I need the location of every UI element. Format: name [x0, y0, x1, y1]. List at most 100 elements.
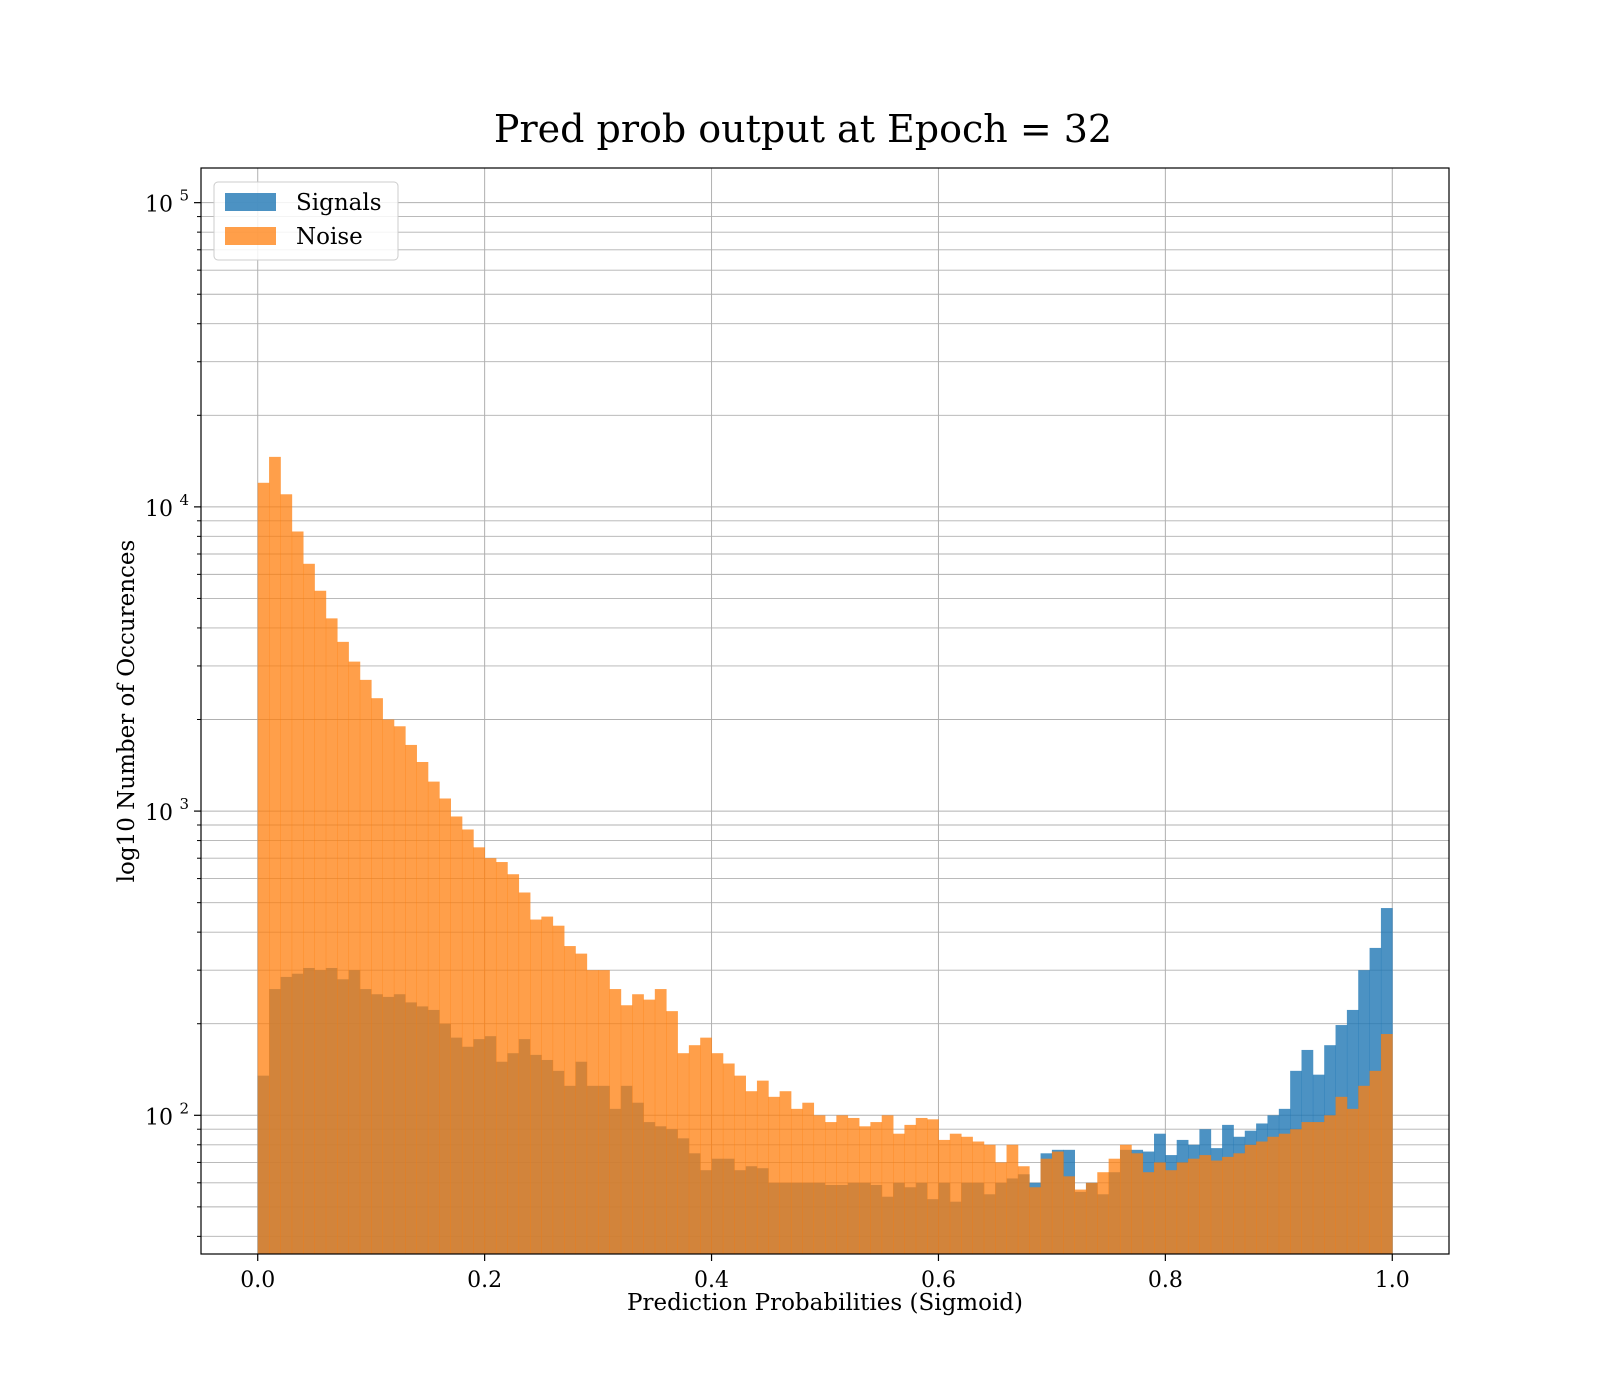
- bar-noise: [1301, 1122, 1314, 1254]
- bar-noise: [450, 816, 463, 1254]
- bar-noise: [1346, 1108, 1359, 1254]
- y-tick-label: 10: [145, 801, 173, 826]
- bar-noise: [1188, 1158, 1200, 1254]
- bar-noise: [632, 994, 644, 1254]
- y-tick-label: 10: [145, 497, 173, 522]
- bar-noise: [1358, 1085, 1370, 1254]
- bar-noise: [269, 456, 281, 1255]
- bar-noise: [745, 1091, 758, 1254]
- bar-noise: [1165, 1170, 1178, 1254]
- legend-swatch-signals: [225, 193, 276, 211]
- bar-noise: [1267, 1136, 1280, 1254]
- axes: 0.0 0.2 0.4 0.6 0.8 1.0 10 2 10 3 10 4 10 5: [145, 187, 1410, 1293]
- bar-noise: [291, 531, 304, 1254]
- bar-noise: [1176, 1162, 1189, 1254]
- bar-noise: [1142, 1172, 1155, 1254]
- bar-noise: [779, 1091, 792, 1254]
- bar-noise: [938, 1139, 951, 1254]
- bar-noise: [575, 953, 588, 1254]
- bar-noise: [484, 858, 497, 1254]
- y-tick-label-exponent: 3: [179, 795, 189, 813]
- bar-noise: [1017, 1166, 1030, 1254]
- bar-noise: [870, 1122, 883, 1254]
- bar-noise: [700, 1037, 712, 1254]
- bar-noise: [530, 919, 542, 1254]
- bar-noise: [280, 494, 293, 1255]
- bar-noise: [1029, 1187, 1041, 1254]
- bar-noise: [393, 726, 406, 1254]
- bar-noise: [552, 925, 565, 1254]
- bar-noise: [802, 1102, 815, 1254]
- bar-noise: [711, 1053, 724, 1254]
- histogram-bars: [257, 456, 1393, 1255]
- bar-noise: [983, 1144, 996, 1254]
- x-axis-label: Prediction Probabilities (Sigmoid): [627, 1290, 1023, 1316]
- bar-noise: [541, 916, 554, 1254]
- bar-noise: [439, 798, 451, 1254]
- x-tick-label: 0.0: [240, 1268, 275, 1293]
- bar-noise: [1278, 1133, 1291, 1254]
- bar-noise: [1154, 1162, 1166, 1254]
- x-tick-label: 1.0: [1375, 1268, 1410, 1293]
- bar-noise: [1006, 1144, 1019, 1254]
- legend-label-noise: Noise: [296, 224, 363, 250]
- chart-title: Pred prob output at Epoch = 32: [494, 107, 1112, 151]
- bar-noise: [927, 1119, 939, 1254]
- bar-noise: [586, 970, 599, 1254]
- bar-noise: [972, 1141, 985, 1254]
- y-tick-label: 10: [145, 193, 173, 218]
- y-tick-label-exponent: 5: [179, 187, 189, 205]
- bar-noise: [1074, 1189, 1087, 1254]
- bar-noise: [1369, 1070, 1382, 1254]
- bar-noise: [790, 1108, 803, 1254]
- y-tick-label-exponent: 2: [179, 1099, 189, 1117]
- bar-noise: [1040, 1158, 1053, 1254]
- bar-noise: [1119, 1144, 1132, 1254]
- bar-noise: [325, 618, 338, 1254]
- bar-noise: [598, 970, 610, 1254]
- bar-noise: [654, 989, 667, 1254]
- bar-noise: [609, 989, 622, 1254]
- plot-area-frame: [200, 167, 1450, 1255]
- bar-noise: [643, 999, 656, 1254]
- bar-noise: [722, 1063, 735, 1254]
- bar-noise: [677, 1053, 690, 1254]
- bar-noise: [371, 698, 383, 1254]
- bar-noise: [666, 1011, 678, 1254]
- bar-noise: [359, 679, 372, 1254]
- bar-noise: [961, 1136, 973, 1254]
- bar-noise: [756, 1080, 769, 1254]
- bar-noise: [859, 1126, 871, 1254]
- bar-noise: [1312, 1122, 1325, 1254]
- bar-noise: [1256, 1141, 1268, 1254]
- bar-noise: [303, 563, 315, 1254]
- bar-noise: [847, 1117, 860, 1254]
- bar-noise: [257, 482, 270, 1254]
- bar-noise: [507, 874, 520, 1254]
- bar-noise: [1108, 1158, 1121, 1254]
- legend-swatch-noise: [225, 227, 276, 245]
- bar-noise: [405, 744, 417, 1254]
- x-tick-label: 0.4: [694, 1268, 729, 1293]
- bar-noise: [382, 719, 395, 1254]
- bar-noise: [1131, 1153, 1144, 1254]
- bar-noise: [1380, 1034, 1393, 1254]
- bar-noise: [1097, 1172, 1110, 1254]
- bar-noise: [416, 761, 429, 1254]
- bar-noise: [461, 829, 474, 1254]
- bar-noise: [564, 946, 576, 1254]
- bar-noise: [1290, 1129, 1302, 1254]
- bar-noise: [881, 1115, 894, 1254]
- series-noise: [257, 456, 1393, 1255]
- y-axis-label: log10 Number of Occurences: [114, 540, 140, 883]
- bar-noise: [495, 862, 508, 1254]
- legend: Signals Noise: [213, 181, 399, 261]
- bar-noise: [1335, 1096, 1348, 1254]
- y-tick-label: 10: [145, 1105, 173, 1130]
- bar-noise: [1051, 1151, 1064, 1254]
- bar-noise: [427, 781, 440, 1254]
- bar-noise: [734, 1075, 746, 1254]
- bar-noise: [1233, 1153, 1246, 1254]
- bar-noise: [688, 1045, 701, 1254]
